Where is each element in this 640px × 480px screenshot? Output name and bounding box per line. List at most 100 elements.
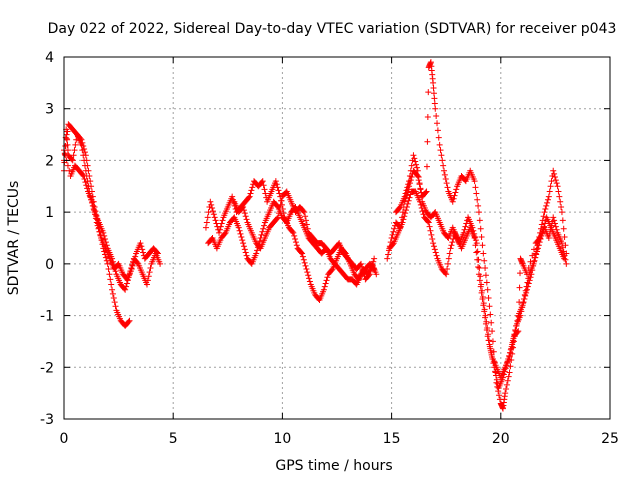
data-point [126, 317, 133, 324]
data-point [212, 217, 219, 224]
data-point [81, 176, 88, 183]
x-tick-label: 25 [601, 431, 619, 447]
data-point [443, 180, 450, 187]
data-point [384, 255, 391, 262]
data-point [213, 220, 220, 227]
data-point [475, 209, 482, 216]
data-point [71, 147, 78, 154]
data-point [508, 357, 515, 364]
data-point [403, 187, 410, 194]
data-point [550, 167, 557, 174]
data-point [419, 208, 426, 215]
data-point [371, 266, 378, 273]
data-point [243, 216, 250, 223]
data-point [480, 250, 487, 257]
data-point [83, 157, 90, 164]
data-point [365, 272, 372, 279]
data-point [426, 223, 433, 230]
data-point [81, 149, 88, 156]
data-point [417, 186, 424, 193]
data-point [438, 152, 445, 159]
data-point [493, 376, 500, 383]
data-point [261, 222, 268, 229]
data-point [243, 252, 250, 259]
data-point [273, 181, 280, 188]
data-point [299, 250, 306, 257]
data-point [246, 193, 253, 200]
data-point [418, 192, 425, 199]
data-point [87, 178, 94, 185]
data-point [431, 95, 438, 102]
data-point [507, 363, 514, 370]
data-point [535, 242, 542, 249]
data-point [547, 183, 554, 190]
data-point [460, 229, 467, 236]
data-point [520, 300, 527, 307]
data-point [547, 226, 554, 233]
data-point [80, 172, 87, 179]
data-point [436, 141, 443, 148]
data-point [240, 203, 247, 210]
data-point [303, 221, 310, 228]
data-point [110, 294, 117, 301]
plot-frame [63, 56, 611, 420]
data-point [301, 209, 308, 216]
data-point [216, 226, 223, 233]
data-point [515, 313, 522, 320]
data-point [88, 183, 95, 190]
data-point [239, 237, 246, 244]
data-point [546, 230, 553, 237]
data-point [370, 258, 377, 265]
data-point [109, 286, 116, 293]
x-tick-label: 0 [60, 431, 69, 447]
data-point [130, 259, 137, 266]
data-point [139, 246, 146, 253]
data-point [157, 260, 164, 267]
data-point [144, 277, 151, 284]
data-point [506, 369, 513, 376]
data-point [145, 273, 152, 280]
data-point [302, 217, 309, 224]
data-point [221, 230, 228, 237]
y-axis-label: SDTVAR / TECUs [6, 181, 22, 296]
data-point [240, 240, 247, 247]
data-point [550, 214, 557, 221]
data-point [424, 218, 431, 225]
data-point [473, 190, 480, 197]
data-point [472, 242, 479, 249]
data-point [204, 214, 211, 221]
data-point [521, 291, 528, 298]
data-point [259, 178, 266, 185]
data-point [510, 337, 517, 344]
data-point [407, 167, 414, 174]
data-point [481, 257, 488, 264]
data-point [209, 208, 216, 215]
data-point [401, 213, 408, 220]
data-point [292, 239, 299, 246]
data-point [236, 227, 243, 234]
data-point [506, 353, 513, 360]
data-point [481, 308, 488, 315]
data-point [531, 257, 538, 264]
data-point [516, 284, 523, 291]
data-point [258, 231, 265, 238]
data-point [428, 231, 435, 238]
data-point [304, 269, 311, 276]
data-point [388, 235, 395, 241]
data-point [559, 217, 566, 224]
data-point [561, 233, 568, 240]
data-point [140, 249, 147, 256]
data-point [424, 138, 431, 145]
data-point [478, 233, 485, 240]
data-point [548, 178, 555, 185]
data-point [554, 183, 561, 190]
data-point [488, 349, 495, 356]
y-tick-label: 0 [45, 257, 54, 273]
data-point [524, 271, 531, 278]
data-point [485, 337, 492, 344]
x-tick-label: 5 [169, 431, 178, 447]
data-point [400, 216, 407, 223]
data-point [557, 198, 564, 205]
data-point [235, 224, 242, 231]
data-point [82, 152, 89, 159]
